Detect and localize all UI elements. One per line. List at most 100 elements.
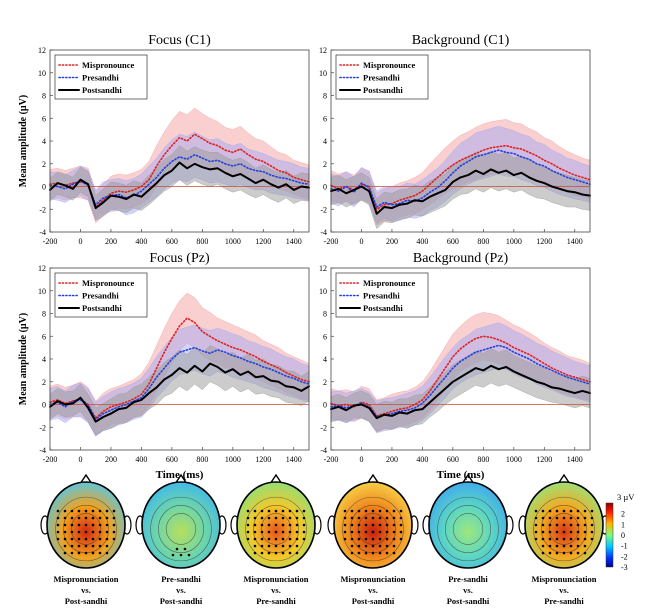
electrode-dot bbox=[590, 530, 594, 534]
electrode-dot bbox=[569, 551, 573, 555]
x-axis-label: Time (ms) bbox=[156, 469, 204, 481]
electrode-dot bbox=[288, 509, 292, 513]
electrode-dot bbox=[56, 530, 60, 534]
electrode-dot bbox=[392, 537, 396, 541]
series-line-postsandhi bbox=[330, 364, 591, 420]
electrode-dot bbox=[343, 530, 347, 534]
electrode-dot bbox=[378, 523, 382, 527]
electrode-dot bbox=[179, 553, 183, 557]
y-tick-label: 12 bbox=[38, 264, 46, 273]
electrode-dot bbox=[295, 530, 299, 534]
electrode-dot bbox=[541, 551, 545, 555]
panel-title: Focus (C1) bbox=[148, 33, 211, 48]
electrode-dot bbox=[541, 509, 545, 513]
electrode-dot bbox=[541, 544, 545, 548]
electrode-dot bbox=[590, 516, 594, 520]
electrode-dot bbox=[77, 516, 81, 520]
electrode-dot bbox=[112, 516, 116, 520]
electrode-dot bbox=[112, 509, 116, 513]
electrode-dot bbox=[105, 530, 109, 534]
y-tick-label: 10 bbox=[38, 287, 46, 296]
caption-line: Pre-sandhi bbox=[448, 574, 488, 584]
x-tick-label: 800 bbox=[477, 455, 489, 464]
electrode-dot bbox=[371, 509, 375, 513]
electrode-dot bbox=[562, 516, 566, 520]
electrode-dot bbox=[562, 509, 566, 513]
electrode-dot bbox=[70, 523, 74, 527]
electrode-dot bbox=[288, 537, 292, 541]
caption-line: vs. bbox=[271, 585, 281, 595]
electrode-dot bbox=[91, 523, 95, 527]
y-tick-label: -2 bbox=[39, 423, 46, 432]
electrode-dot bbox=[350, 537, 354, 541]
x-tick-label: 800 bbox=[477, 237, 489, 246]
y-tick-label: 6 bbox=[42, 332, 46, 341]
electrode-dot bbox=[288, 551, 292, 555]
electrode-dot bbox=[112, 523, 116, 527]
electrode-dot bbox=[295, 544, 299, 548]
y-tick-label: 0 bbox=[323, 401, 327, 410]
electrode-dot bbox=[385, 509, 389, 513]
electrode-dot bbox=[371, 516, 375, 520]
electrode-dot bbox=[378, 537, 382, 541]
electrode-dot bbox=[274, 530, 278, 534]
electrode-dot bbox=[105, 551, 109, 555]
electrode-dot bbox=[105, 537, 109, 541]
electrode-dot bbox=[541, 537, 545, 541]
topomap-contour bbox=[70, 513, 102, 545]
topomap-contour bbox=[150, 496, 212, 562]
electrode-dot bbox=[253, 530, 257, 534]
topomap-nose bbox=[557, 473, 571, 485]
electrode-dot bbox=[63, 537, 67, 541]
x-tick-label: -200 bbox=[324, 455, 339, 464]
caption-line: Pre-sandhi bbox=[256, 596, 296, 606]
caption-line: Post-sandhi bbox=[64, 596, 108, 606]
x-tick-label: 0 bbox=[78, 455, 82, 464]
legend-label-mispronounce: Mispronounce bbox=[82, 278, 134, 288]
electrode-dot bbox=[91, 551, 95, 555]
electrode-dot bbox=[171, 553, 175, 557]
electrode-dot bbox=[357, 516, 361, 520]
x-axis-label: Time (ms) bbox=[437, 469, 485, 481]
electrode-dot bbox=[98, 516, 102, 520]
electrode-dot bbox=[562, 544, 566, 548]
electrode-dot bbox=[281, 516, 285, 520]
colorbar-gradient bbox=[605, 502, 614, 568]
electrode-dot bbox=[385, 537, 389, 541]
electrode-dot bbox=[253, 537, 257, 541]
electrode-dot bbox=[385, 544, 389, 548]
legend-label-presandhi: Presandhi bbox=[363, 73, 400, 83]
electrode-dot bbox=[91, 530, 95, 534]
legend-label-presandhi: Presandhi bbox=[82, 73, 119, 83]
x-tick-label: 400 bbox=[416, 237, 428, 246]
electrode-dot bbox=[183, 547, 187, 551]
electrode-dot bbox=[260, 537, 264, 541]
electrode-dot bbox=[274, 537, 278, 541]
electrode-dot bbox=[343, 509, 347, 513]
electrode-dot bbox=[302, 509, 306, 513]
electrode-dot bbox=[295, 509, 299, 513]
topomap-3 bbox=[230, 473, 322, 569]
electrode-dot bbox=[541, 530, 545, 534]
topomap-5 bbox=[422, 473, 514, 569]
electrode-dot bbox=[281, 551, 285, 555]
x-tick-label: 1400 bbox=[567, 237, 583, 246]
legend-label-postsandhi: Postsandhi bbox=[82, 303, 122, 313]
electrode-dot bbox=[364, 516, 368, 520]
topomap-contour bbox=[357, 513, 389, 545]
electrode-dot bbox=[555, 516, 559, 520]
x-tick-label: 0 bbox=[359, 455, 363, 464]
electrode-dot bbox=[343, 523, 347, 527]
electrode-dot bbox=[350, 516, 354, 520]
y-tick-label: -4 bbox=[320, 228, 327, 237]
topomap-head bbox=[141, 481, 221, 569]
colorbar-tick-label: -3 bbox=[621, 563, 628, 572]
topomap-nose bbox=[461, 473, 475, 485]
series-line-postsandhi bbox=[49, 362, 310, 423]
caption-line: Mispronunciation bbox=[243, 574, 309, 584]
x-tick-label: 0 bbox=[359, 237, 363, 246]
y-tick-label: 2 bbox=[323, 378, 327, 387]
electrode-dot bbox=[84, 537, 88, 541]
y-tick-label: 8 bbox=[323, 92, 327, 101]
